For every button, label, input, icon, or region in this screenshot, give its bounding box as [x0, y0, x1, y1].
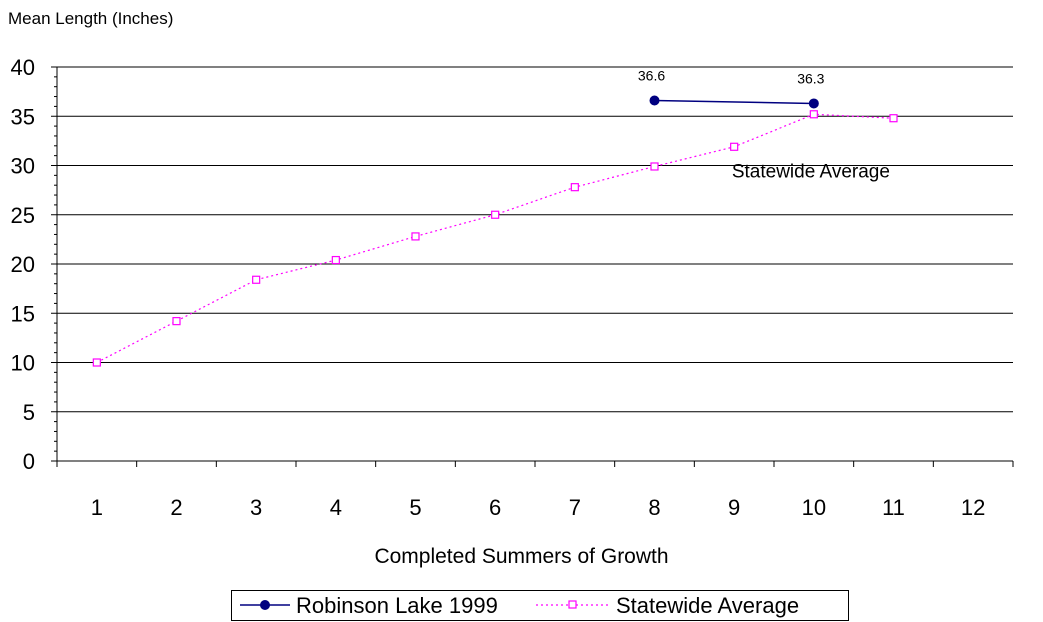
series-layer [92, 95, 898, 367]
series-line-1 [96, 113, 894, 364]
x-axis-title: Completed Summers of Growth [374, 545, 669, 568]
annotation-label: Statewide Average [732, 162, 890, 183]
x-tick-label: 2 [170, 495, 182, 520]
data-point [650, 162, 659, 171]
x-tick-label: 3 [250, 495, 262, 520]
y-tick-label: 25 [11, 203, 35, 228]
x-tick-label: 6 [489, 495, 501, 520]
y-tick-label: 35 [11, 104, 35, 129]
data-point [331, 255, 340, 265]
y-axis-title: Mean Length (Inches) [8, 9, 174, 28]
legend-swatches [240, 600, 610, 610]
y-tick-label: 20 [11, 252, 35, 277]
y-tick-label: 0 [23, 449, 35, 474]
legend-marker-robinson-lake [260, 600, 270, 610]
data-point [252, 275, 261, 284]
x-tick-label: 11 [882, 495, 905, 520]
x-tick-labels: 1 2 3 4 5 6 7 8 9 10 11 12 [91, 495, 986, 520]
x-tick-label: 10 [802, 495, 826, 520]
data-point [649, 95, 660, 106]
y-tick-label: 15 [11, 301, 35, 326]
x-tick-label: 4 [330, 495, 342, 520]
legend-label-robinson-lake: Robinson Lake 1999 [296, 593, 498, 618]
data-point [570, 183, 579, 192]
x-tick-label: 7 [569, 495, 581, 520]
y-tick-labels: 0 5 10 15 20 25 30 35 40 [11, 55, 35, 474]
data-point [92, 358, 101, 367]
y-tick-label: 10 [11, 351, 35, 376]
data-label: 36.3 [797, 70, 824, 86]
x-tick-label: 9 [728, 495, 740, 520]
data-label: 36.6 [638, 67, 665, 83]
data-point [491, 210, 500, 219]
y-tick-label: 5 [23, 400, 35, 425]
gridlines [57, 66, 1013, 413]
y-tick-label: 30 [11, 154, 35, 179]
x-tick-label: 8 [648, 495, 660, 520]
data-point [809, 110, 818, 119]
data-point [411, 232, 420, 241]
y-tick-label: 40 [11, 55, 35, 80]
data-labels: 36.6 36.3 [638, 67, 825, 86]
x-tick-label: 12 [961, 495, 985, 520]
data-point [172, 317, 181, 326]
legend-label-statewide: Statewide Average [616, 593, 800, 618]
legend-marker-statewide [568, 600, 577, 609]
data-point [889, 114, 898, 123]
annotations: Statewide Average [732, 162, 890, 183]
x-tick-label: 1 [91, 495, 103, 520]
axes [51, 66, 1014, 467]
x-tick-label: 5 [409, 495, 421, 520]
series-line-0 [654, 99, 814, 105]
data-point [730, 142, 739, 151]
data-point [808, 98, 819, 109]
legend: Robinson Lake 1999 Statewide Average [231, 590, 849, 621]
